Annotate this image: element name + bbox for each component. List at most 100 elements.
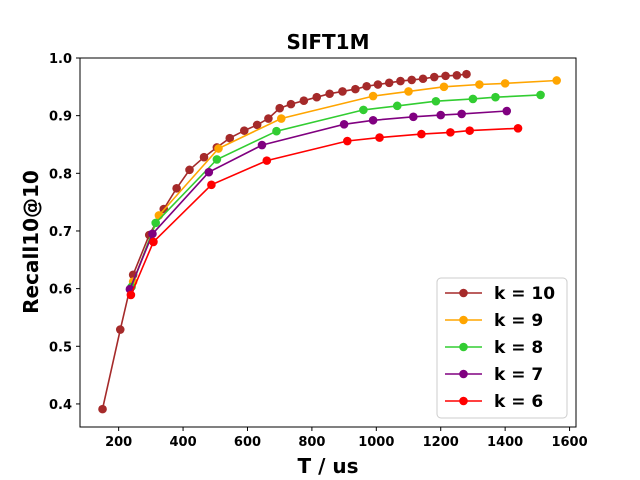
data-point (396, 76, 405, 86)
data-point (299, 96, 309, 105)
data-point (126, 290, 136, 300)
data-point (513, 124, 523, 133)
legend-entry: k = 6 (445, 392, 543, 412)
data-point (212, 155, 222, 164)
data-point (149, 237, 158, 247)
y-tick-label: 0.9 (49, 110, 72, 125)
data-point (446, 128, 455, 137)
series-0 (98, 69, 471, 414)
y-tick-label: 0.5 (49, 340, 72, 355)
y-tick-label: 1.0 (49, 52, 72, 67)
data-point (343, 136, 352, 146)
x-tick-label: 200 (105, 435, 132, 450)
data-point (225, 133, 235, 143)
x-tick-label: 400 (169, 435, 196, 450)
data-point (252, 120, 262, 130)
series-2 (127, 90, 545, 292)
data-point (325, 89, 334, 99)
data-point (392, 101, 402, 111)
x-tick-label: 800 (298, 435, 325, 450)
data-point (462, 69, 471, 79)
legend: k = 10 k = 9 k = 8 k = 7 k = 6 (436, 277, 568, 419)
series-layer (98, 69, 561, 414)
legend-marker (459, 369, 468, 379)
data-point (257, 140, 267, 150)
data-point (312, 92, 322, 102)
data-point (275, 103, 284, 113)
data-point (384, 78, 394, 88)
data-point (418, 74, 428, 84)
data-point (185, 165, 194, 175)
data-point (457, 109, 466, 119)
data-point (536, 90, 545, 100)
data-point (368, 115, 378, 125)
data-point (362, 81, 371, 91)
series-line (129, 110, 507, 290)
legend-label: k = 7 (494, 365, 543, 385)
chart-title: SIFT1M (287, 30, 370, 54)
x-tick-label: 600 (234, 435, 261, 450)
legend-marker (459, 342, 468, 352)
data-point (115, 325, 125, 334)
y-tick-label: 0.4 (49, 398, 72, 413)
data-point (436, 110, 446, 120)
data-point (409, 112, 418, 122)
series-4 (126, 124, 523, 300)
data-point (151, 218, 160, 228)
y-tick-label: 0.7 (49, 225, 72, 240)
data-point (368, 91, 378, 101)
data-point (431, 96, 441, 106)
data-point (207, 180, 216, 190)
legend-label: k = 8 (494, 338, 543, 358)
data-point (375, 133, 384, 142)
data-point (172, 184, 181, 193)
data-point (286, 99, 296, 109)
data-point (276, 114, 286, 123)
y-tick-label: 0.6 (49, 283, 72, 298)
y-axis: 0.4 0.5 0.6 0.7 0.8 0.9 1.0 (49, 52, 80, 413)
legend-label: k = 6 (494, 392, 543, 412)
data-point (359, 105, 368, 115)
y-tick-label: 0.8 (49, 167, 72, 182)
data-point (429, 72, 439, 82)
x-tick-label: 1000 (358, 435, 394, 450)
y-axis-title: Recall10@10 (19, 170, 43, 314)
data-point (468, 94, 478, 104)
data-point (407, 75, 417, 85)
data-point (351, 84, 360, 94)
data-point (339, 120, 349, 129)
data-point (239, 126, 249, 135)
legend-marker (459, 288, 468, 298)
legend-entry: k = 10 (445, 284, 555, 304)
data-point (500, 79, 510, 88)
data-point (475, 80, 484, 89)
data-point (502, 106, 512, 116)
data-point (465, 126, 475, 135)
data-point (204, 167, 214, 177)
data-point (264, 114, 273, 123)
data-point (452, 70, 462, 80)
legend-entry: k = 7 (445, 365, 543, 385)
data-point (214, 144, 223, 153)
series-line (132, 79, 557, 282)
legend-entry: k = 8 (445, 338, 543, 358)
data-point (199, 152, 209, 162)
data-point (262, 156, 272, 165)
legend-marker (459, 315, 468, 325)
series-line (130, 127, 519, 296)
data-point (373, 80, 383, 89)
x-tick-label: 1400 (487, 435, 523, 450)
data-point (148, 229, 157, 239)
legend-marker (459, 396, 468, 406)
data-point (441, 71, 450, 81)
x-axis-title: T / us (297, 454, 358, 478)
legend-box (436, 277, 568, 419)
data-point (552, 76, 561, 85)
x-axis: 200 400 600 800 1000 1200 1400 1600 (105, 427, 588, 450)
series-line (130, 94, 541, 288)
legend-label: k = 9 (494, 311, 543, 331)
data-point (404, 87, 413, 96)
series-3 (125, 106, 512, 294)
x-tick-label: 1200 (423, 435, 459, 450)
